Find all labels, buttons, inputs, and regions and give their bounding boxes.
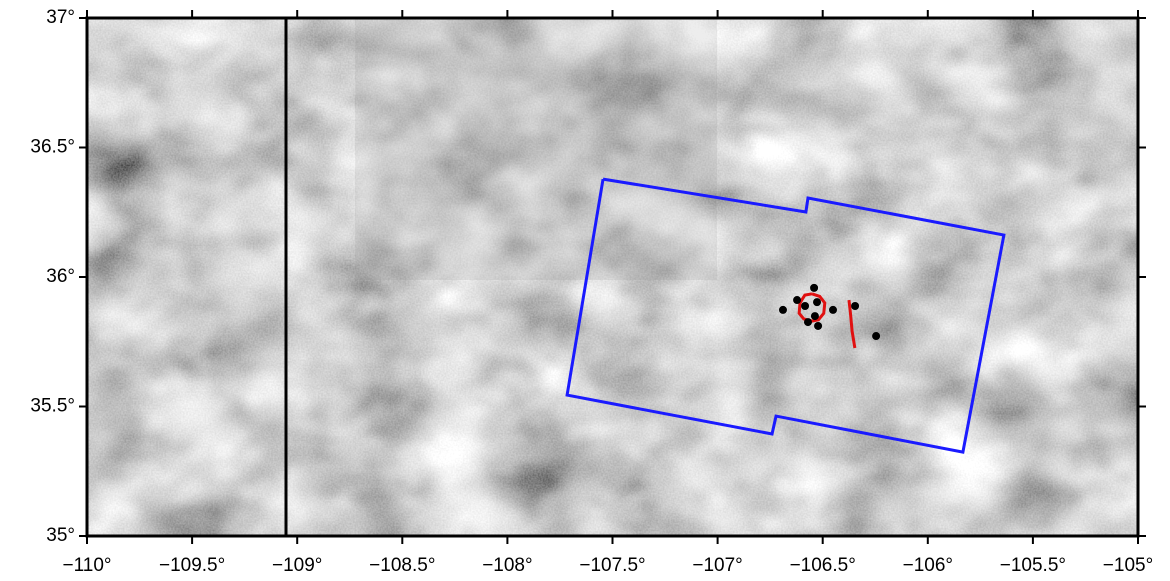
y-tick-label: 36.5°: [30, 137, 75, 158]
x-tick-label: −105.5°: [1000, 555, 1066, 576]
y-tick-label: 35.5°: [30, 396, 75, 417]
event-point: [811, 312, 819, 320]
x-tick-label: −109°: [272, 555, 322, 576]
event-point: [813, 298, 821, 306]
x-tick-label: −105°: [1103, 555, 1153, 576]
event-point: [779, 306, 787, 314]
event-point: [829, 306, 837, 314]
event-point: [851, 302, 859, 310]
x-tick-label: −106.5°: [790, 555, 856, 576]
x-tick-label: −109.5°: [159, 555, 225, 576]
x-tick-label: −107.5°: [579, 555, 645, 576]
event-point: [804, 318, 812, 326]
plot-area: [87, 18, 1138, 536]
event-point: [872, 332, 880, 340]
x-tick-label: −108.5°: [369, 555, 435, 576]
map: −110° −109.5° −109° −108.5° −108° −107.5° −107…: [0, 0, 1170, 581]
event-point: [801, 302, 809, 310]
tile-patch: [355, 18, 717, 280]
x-tick-label: −108°: [482, 555, 532, 576]
y-tick-label: 35°: [46, 525, 75, 546]
y-tick-label: 36°: [46, 266, 75, 287]
event-point: [793, 296, 801, 304]
event-point: [810, 284, 818, 292]
x-tick-label: −110°: [63, 555, 112, 576]
event-point: [814, 322, 822, 330]
x-tick-label: −106°: [903, 555, 953, 576]
x-tick-label: −107°: [692, 555, 742, 576]
y-tick-label: 37°: [46, 7, 75, 28]
